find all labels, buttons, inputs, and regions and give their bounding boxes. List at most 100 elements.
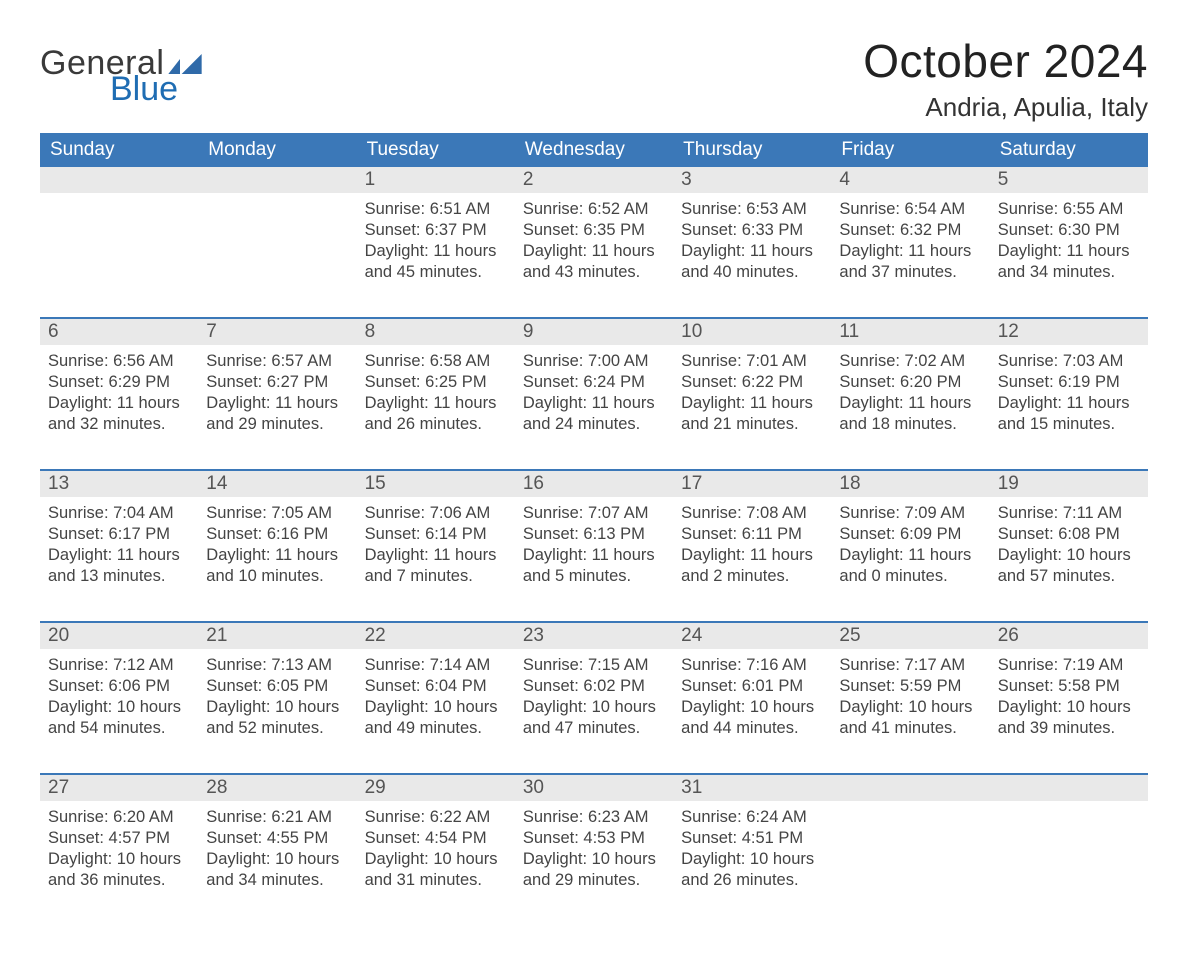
day-number: 8	[357, 319, 515, 345]
day-number: 10	[673, 319, 831, 345]
daylight-line: Daylight: 11 hours and 37 minutes.	[839, 241, 981, 283]
sunrise-label: Sunrise:	[365, 352, 430, 370]
daynum-bar: 13141516171819	[40, 471, 1148, 497]
day-number: 1	[357, 167, 515, 193]
sunset-line: Sunset: 6:25 PM	[365, 372, 507, 393]
calendar-cell: Sunrise: 6:55 AMSunset: 6:30 PMDaylight:…	[990, 193, 1148, 293]
daylight-line: Daylight: 10 hours and 54 minutes.	[48, 697, 190, 739]
day-number: 3	[673, 167, 831, 193]
day-number: 27	[40, 775, 198, 801]
sunset-value: 4:55 PM	[267, 829, 328, 847]
sunrise-line: Sunrise: 6:54 AM	[839, 199, 981, 220]
sunset-value: 6:24 PM	[583, 373, 644, 391]
calendar-week: 6789101112Sunrise: 6:56 AMSunset: 6:29 P…	[40, 317, 1148, 445]
daylight-label: Daylight:	[681, 850, 750, 868]
daylight-line: Daylight: 11 hours and 43 minutes.	[523, 241, 665, 283]
sunset-line: Sunset: 6:35 PM	[523, 220, 665, 241]
daylight-label: Daylight:	[681, 698, 750, 716]
daylight-line: Daylight: 11 hours and 0 minutes.	[839, 545, 981, 587]
calendar-cell: Sunrise: 6:58 AMSunset: 6:25 PMDaylight:…	[357, 345, 515, 445]
weekday-header: Saturday	[990, 133, 1148, 167]
sunset-value: 6:19 PM	[1058, 373, 1119, 391]
daycells-row: Sunrise: 6:56 AMSunset: 6:29 PM Daylight:…	[40, 345, 1148, 445]
sunset-line: Sunset: 6:17 PM	[48, 524, 190, 545]
sunrise-value: 7:05 AM	[271, 504, 332, 522]
sunrise-line: Sunrise: 6:22 AM	[365, 807, 507, 828]
sunset-line: Sunset: 6:09 PM	[839, 524, 981, 545]
calendar-week: 13141516171819Sunrise: 7:04 AMSunset: 6:…	[40, 469, 1148, 597]
sunset-line: Sunset: 6:08 PM	[998, 524, 1140, 545]
sunrise-line: Sunrise: 6:52 AM	[523, 199, 665, 220]
daylight-label: Daylight:	[839, 394, 908, 412]
sunset-label: Sunset:	[365, 677, 426, 695]
daylight-label: Daylight:	[681, 242, 750, 260]
day-number: 16	[515, 471, 673, 497]
calendar-cell: Sunrise: 6:51 AMSunset: 6:37 PMDaylight:…	[357, 193, 515, 293]
sunrise-line: Sunrise: 7:07 AM	[523, 503, 665, 524]
sunset-line: Sunset: 6:22 PM	[681, 372, 823, 393]
sunset-line: Sunset: 6:13 PM	[523, 524, 665, 545]
sunrise-label: Sunrise:	[523, 808, 588, 826]
sunrise-value: 6:54 AM	[905, 200, 966, 218]
sunrise-line: Sunrise: 6:23 AM	[523, 807, 665, 828]
sunrise-line: Sunrise: 6:57 AM	[206, 351, 348, 372]
day-number: 20	[40, 623, 198, 649]
sunrise-label: Sunrise:	[48, 656, 113, 674]
sunset-line: Sunset: 4:55 PM	[206, 828, 348, 849]
calendar: SundayMondayTuesdayWednesdayThursdayFrid…	[40, 133, 1148, 901]
sunrise-label: Sunrise:	[681, 808, 746, 826]
calendar-cell: Sunrise: 6:23 AMSunset: 4:53 PMDaylight:…	[515, 801, 673, 901]
calendar-cell: Sunrise: 6:54 AMSunset: 6:32 PMDaylight:…	[831, 193, 989, 293]
sunset-line: Sunset: 6:32 PM	[839, 220, 981, 241]
daylight-label: Daylight:	[523, 394, 592, 412]
sunset-value: 6:29 PM	[109, 373, 170, 391]
sunset-line: Sunset: 6:14 PM	[365, 524, 507, 545]
sunset-label: Sunset:	[365, 829, 426, 847]
sunrise-label: Sunrise:	[681, 656, 746, 674]
day-number: 5	[990, 167, 1148, 193]
day-number: 28	[198, 775, 356, 801]
sunset-label: Sunset:	[998, 525, 1059, 543]
day-number: 19	[990, 471, 1148, 497]
weekday-header: Friday	[831, 133, 989, 167]
calendar-cell: Sunrise: 7:12 AMSunset: 6:06 PMDaylight:…	[40, 649, 198, 749]
calendar-cell: Sunrise: 7:16 AMSunset: 6:01 PMDaylight:…	[673, 649, 831, 749]
sunset-label: Sunset:	[681, 677, 742, 695]
sunset-label: Sunset:	[523, 829, 584, 847]
sunrise-value: 7:00 AM	[588, 352, 649, 370]
sunset-value: 6:17 PM	[109, 525, 170, 543]
daylight-line: Daylight: 10 hours and 39 minutes.	[998, 697, 1140, 739]
weekday-header: Sunday	[40, 133, 198, 167]
day-number: 23	[515, 623, 673, 649]
sunrise-line: Sunrise: 7:04 AM	[48, 503, 190, 524]
sunset-line: Sunset: 6:29 PM	[48, 372, 190, 393]
calendar-week: 20212223242526Sunrise: 7:12 AMSunset: 6:…	[40, 621, 1148, 749]
sunset-line: Sunset: 6:33 PM	[681, 220, 823, 241]
daylight-line: Daylight: 11 hours and 2 minutes.	[681, 545, 823, 587]
daynum-bar: 6789101112	[40, 319, 1148, 345]
sunrise-label: Sunrise:	[681, 504, 746, 522]
sunrise-line: Sunrise: 6:56 AM	[48, 351, 190, 372]
page: General Blue October 2024 Andria, Apulia…	[0, 0, 1188, 961]
sunrise-label: Sunrise:	[206, 504, 271, 522]
daylight-line: Daylight: 10 hours and 41 minutes.	[839, 697, 981, 739]
sunrise-value: 7:15 AM	[588, 656, 649, 674]
daylight-line: Daylight: 11 hours and 18 minutes.	[839, 393, 981, 435]
sunset-value: 6:09 PM	[900, 525, 961, 543]
sunrise-label: Sunrise:	[206, 656, 271, 674]
sunset-value: 4:53 PM	[583, 829, 644, 847]
sunrise-line: Sunrise: 7:02 AM	[839, 351, 981, 372]
sunrise-label: Sunrise:	[365, 656, 430, 674]
daylight-line: Daylight: 10 hours and 34 minutes.	[206, 849, 348, 891]
sunset-value: 6:20 PM	[900, 373, 961, 391]
daylight-label: Daylight:	[998, 546, 1067, 564]
daylight-line: Daylight: 10 hours and 49 minutes.	[365, 697, 507, 739]
sunset-label: Sunset:	[523, 677, 584, 695]
sunset-line: Sunset: 6:19 PM	[998, 372, 1140, 393]
day-number: 24	[673, 623, 831, 649]
weekday-header: Monday	[198, 133, 356, 167]
daylight-line: Daylight: 10 hours and 47 minutes.	[523, 697, 665, 739]
sunset-value: 6:01 PM	[742, 677, 803, 695]
sunrise-value: 7:01 AM	[746, 352, 807, 370]
weekday-header-row: SundayMondayTuesdayWednesdayThursdayFrid…	[40, 133, 1148, 167]
